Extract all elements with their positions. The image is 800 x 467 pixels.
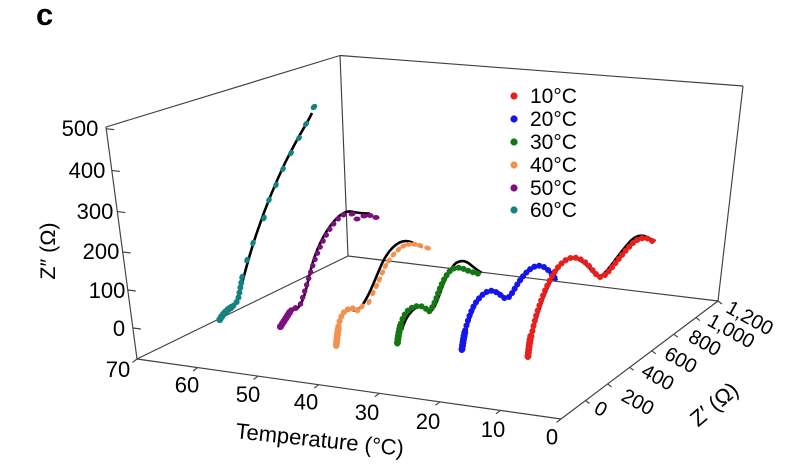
svg-text:70: 70 bbox=[106, 357, 130, 382]
svg-text:10°C: 10°C bbox=[530, 85, 577, 108]
svg-text:Z″ (Ω): Z″ (Ω) bbox=[36, 222, 60, 279]
svg-text:60: 60 bbox=[175, 373, 199, 398]
svg-text:50: 50 bbox=[236, 382, 260, 407]
svg-text:30: 30 bbox=[355, 400, 379, 425]
svg-text:200: 200 bbox=[83, 239, 120, 264]
svg-text:30°C: 30°C bbox=[530, 131, 577, 154]
svg-text:100: 100 bbox=[89, 278, 126, 303]
svg-text:400: 400 bbox=[69, 158, 106, 183]
svg-text:40°C: 40°C bbox=[530, 154, 577, 177]
svg-text:20: 20 bbox=[416, 409, 440, 434]
svg-text:20°C: 20°C bbox=[530, 108, 577, 131]
svg-text:10: 10 bbox=[481, 417, 505, 442]
svg-text:0: 0 bbox=[113, 316, 125, 341]
svg-text:50°C: 50°C bbox=[530, 177, 577, 200]
svg-text:0: 0 bbox=[546, 425, 558, 450]
svg-text:40: 40 bbox=[294, 390, 318, 415]
svg-text:300: 300 bbox=[77, 199, 114, 224]
svg-text:c: c bbox=[36, 0, 53, 32]
svg-text:60°C: 60°C bbox=[530, 199, 577, 222]
svg-text:500: 500 bbox=[62, 116, 99, 141]
